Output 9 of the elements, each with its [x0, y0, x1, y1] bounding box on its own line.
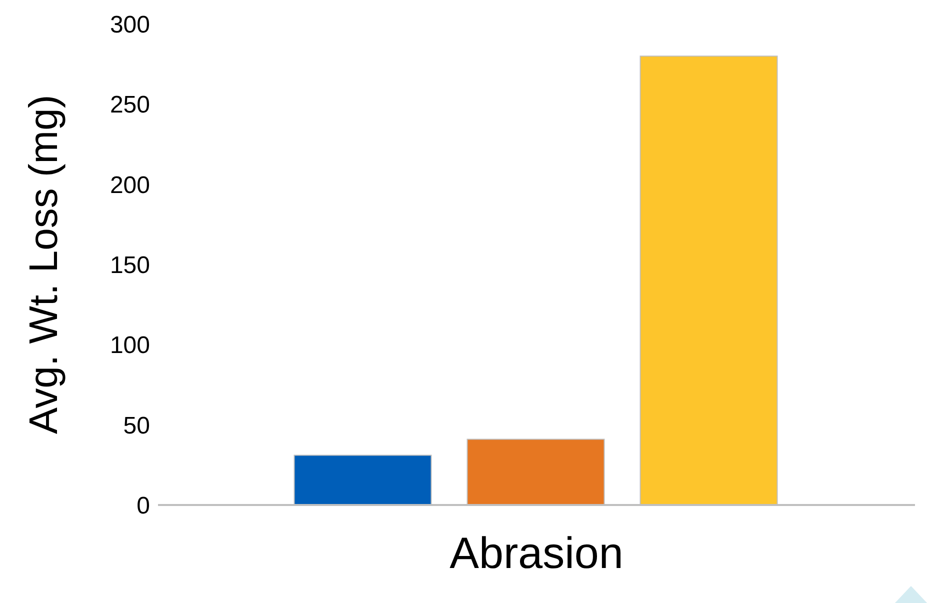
y-axis-title: Avg. Wt. Loss (mg) — [22, 94, 66, 434]
y-tick-label: 200 — [110, 172, 150, 199]
y-tick-label: 50 — [123, 412, 150, 440]
y-tick-label: 250 — [110, 92, 150, 119]
y-tick-label: 100 — [110, 332, 150, 360]
y-tick-label: 0 — [136, 492, 150, 520]
y-tick-label: 150 — [110, 252, 150, 280]
y-tick-label: 300 — [110, 12, 150, 39]
x-tick-label: Abrasion — [450, 529, 624, 578]
